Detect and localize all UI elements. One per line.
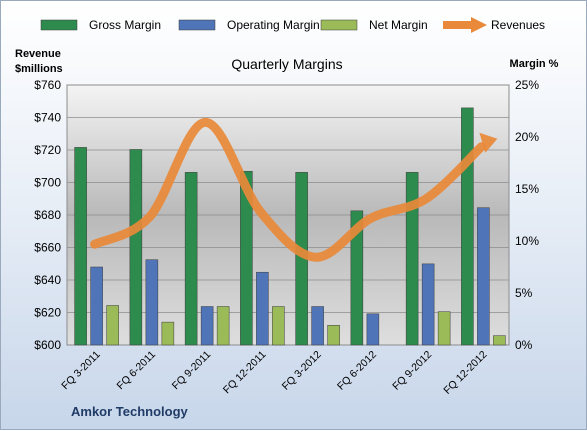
x-tick-label: FQ 9-2011 — [170, 349, 214, 393]
bar-net-margin — [437, 311, 451, 346]
bars-group — [74, 107, 506, 346]
bar-gross-margin — [129, 149, 143, 346]
left-tick-label: $660 — [34, 241, 61, 255]
left-tick-label: $680 — [34, 208, 61, 222]
left-tick-label: $740 — [34, 111, 61, 125]
right-tick-label: 20% — [515, 130, 539, 144]
left-tick-label: $640 — [34, 273, 61, 287]
x-tick-label: FQ 3-2011 — [59, 349, 103, 393]
revenue-line-group — [90, 117, 498, 262]
right-tick-label: 10% — [515, 234, 539, 248]
chart-title: Quarterly Margins — [231, 56, 342, 72]
bar-operating-margin — [477, 207, 490, 346]
bar-net-margin — [161, 321, 175, 346]
left-tick-label: $600 — [34, 338, 61, 352]
left-tick-label: $620 — [34, 306, 61, 320]
legend-arrowhead — [471, 17, 487, 33]
left-tick-label: $760 — [34, 78, 61, 92]
right-tick-label: 5% — [515, 286, 533, 300]
x-tick-label: FQ 6-2011 — [115, 349, 159, 393]
bar-operating-margin — [90, 266, 103, 346]
right-tick-label: 15% — [515, 182, 539, 196]
bar-operating-margin — [256, 271, 269, 346]
legend-swatch — [40, 19, 78, 31]
left-axis-label-line1: Revenue — [15, 48, 61, 60]
bar-net-margin — [216, 306, 230, 346]
right-axis-label: Margin % — [510, 58, 559, 70]
x-tick-label: FQ 3-2012 — [280, 349, 324, 393]
bar-operating-margin — [200, 306, 214, 346]
bar-net-margin — [272, 306, 285, 346]
bar-gross-margin — [240, 171, 253, 346]
bar-net-margin — [327, 324, 340, 346]
revenue-line — [90, 117, 486, 262]
x-tick-label: FQ 12-2011 — [221, 349, 269, 397]
left-tick-label: $700 — [34, 176, 61, 190]
bar-net-margin — [493, 335, 506, 346]
bar-net-margin — [106, 305, 119, 346]
company-name: Amkor Technology — [71, 404, 189, 419]
legend-label: Net Margin — [369, 18, 428, 32]
left-axis-label-line2: $millions — [15, 63, 63, 75]
legend-swatch — [320, 19, 358, 31]
bar-gross-margin — [405, 172, 419, 346]
bar-operating-margin — [145, 259, 159, 346]
bar-gross-margin — [74, 147, 87, 346]
legend: Gross Margin Operating Margin Net Margin Re… — [40, 17, 545, 33]
revenue-line-arrowhead — [479, 132, 498, 153]
x-tick-label: FQ 12-2012 — [441, 349, 489, 397]
left-tick-label: $720 — [34, 143, 61, 157]
legend-label: Revenues — [491, 18, 545, 32]
x-tick-label: FQ 9-2012 — [390, 349, 434, 393]
bar-gross-margin — [350, 210, 364, 346]
bar-operating-margin — [311, 306, 324, 346]
legend-label: Operating Margin — [227, 18, 320, 32]
bar-operating-margin — [366, 313, 380, 346]
right-tick-label: 25% — [515, 78, 539, 92]
right-tick-label: 0% — [515, 338, 533, 352]
bar-operating-margin — [421, 263, 435, 346]
legend-label: Gross Margin — [89, 18, 161, 32]
bar-gross-margin — [461, 107, 474, 346]
x-tick-label: FQ 6-2012 — [335, 349, 379, 393]
legend-swatch — [178, 19, 216, 31]
bar-gross-margin — [184, 172, 198, 346]
